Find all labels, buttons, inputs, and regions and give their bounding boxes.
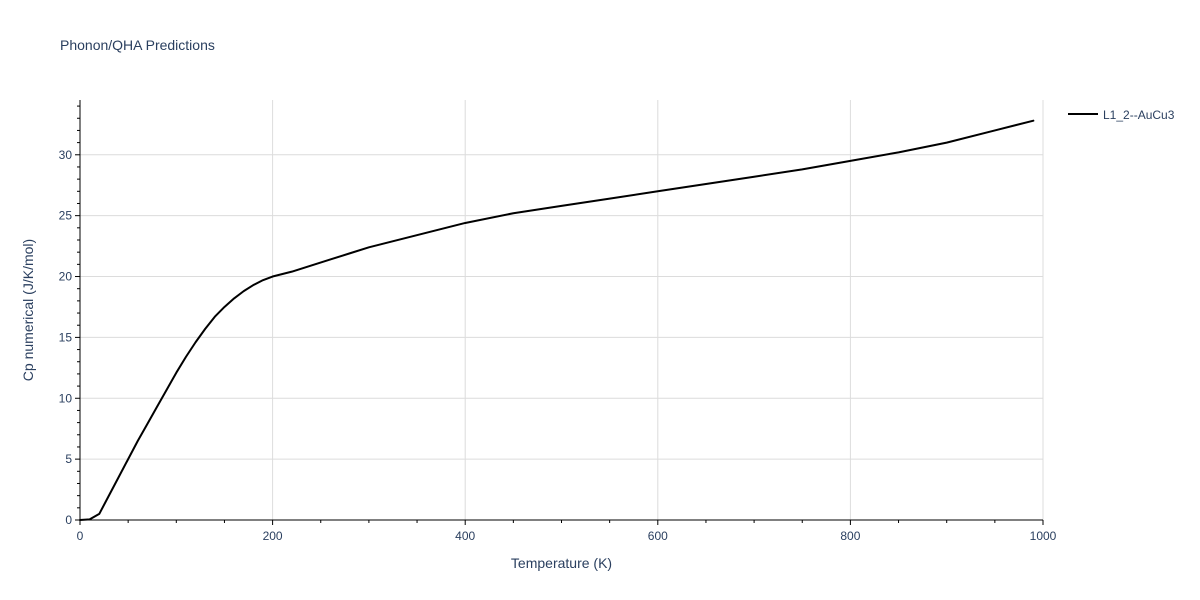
x-tick-label: 600 bbox=[648, 529, 668, 543]
x-axis-label: Temperature (K) bbox=[511, 555, 612, 571]
axes-layer: 0 200 400 600 800 1000 0 5 10 15 20 25 30 bbox=[59, 100, 1057, 543]
series-layer bbox=[79, 119, 1035, 521]
y-tick-label: 10 bbox=[59, 391, 73, 405]
x-tick-label: 1000 bbox=[1030, 529, 1057, 543]
x-tick-label: 0 bbox=[77, 529, 84, 543]
series-line bbox=[79, 119, 1035, 521]
x-tick-label: 400 bbox=[455, 529, 475, 543]
y-tick-label: 0 bbox=[65, 513, 72, 527]
x-tick-label: 200 bbox=[263, 529, 283, 543]
y-axis-label: Cp numerical (J/K/mol) bbox=[20, 239, 36, 381]
legend[interactable]: L1_2--AuCu3 bbox=[1068, 108, 1175, 122]
x-tick-label: 800 bbox=[840, 529, 860, 543]
legend-label: L1_2--AuCu3 bbox=[1103, 108, 1175, 122]
y-tick-label: 30 bbox=[59, 148, 73, 162]
y-tick-label: 25 bbox=[59, 209, 73, 223]
y-tick-label: 15 bbox=[59, 330, 73, 344]
y-tick-label: 20 bbox=[59, 270, 73, 284]
y-tick-label: 5 bbox=[65, 452, 72, 466]
chart-title: Phonon/QHA Predictions bbox=[60, 37, 215, 53]
grid-layer bbox=[80, 100, 1044, 520]
